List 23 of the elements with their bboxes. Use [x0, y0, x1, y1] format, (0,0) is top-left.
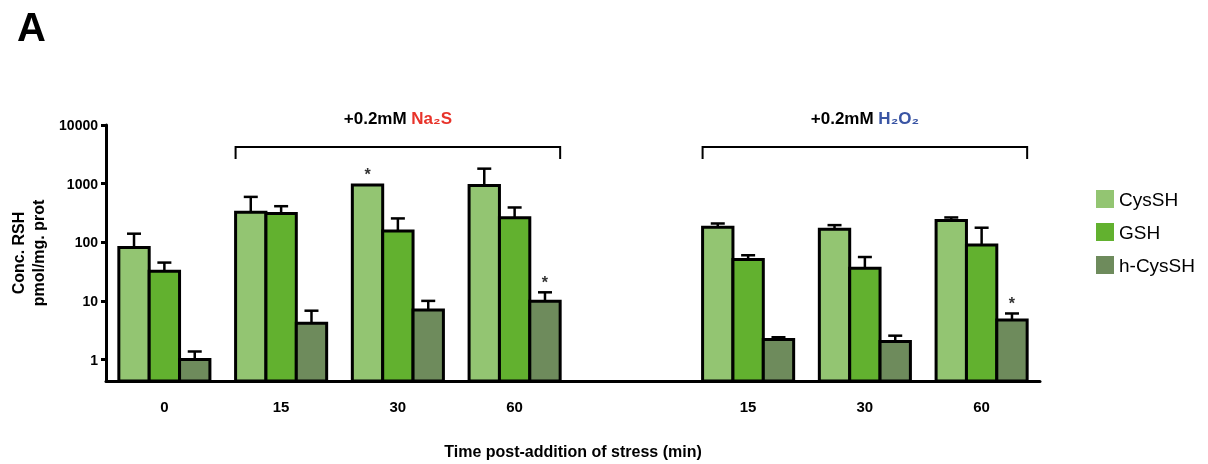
annotation: +0.2mM H₂O₂ — [810, 109, 919, 128]
y-tick-label: 1000 — [66, 175, 99, 192]
data-label: * — [541, 273, 549, 291]
x-tick-label: 15 — [739, 398, 757, 415]
data-label: * — [1008, 294, 1016, 312]
annotation: +0.2mM Na₂S — [343, 109, 452, 128]
x-tick-label: 30 — [389, 398, 407, 415]
y-tick-label: 10 — [82, 292, 99, 309]
data-label: * — [364, 166, 372, 184]
x-tick-label: 0 — [160, 398, 169, 415]
y-axis-title: Conc. RSH pmol/mg. prot — [9, 199, 47, 307]
y-tick-label: 10000 — [59, 117, 99, 133]
x-tick-label: 60 — [506, 398, 523, 415]
x-tick-label: 30 — [856, 398, 874, 415]
x-tick-label: 60 — [973, 398, 990, 415]
legend-label: h-CysSH — [1118, 254, 1196, 276]
legend-label: CysSH — [1118, 188, 1179, 210]
legend-label: GSH — [1118, 221, 1161, 243]
y-tick-label: 100 — [74, 234, 99, 251]
y-tick-label: 1 — [90, 351, 99, 368]
chart-title: A — [17, 5, 46, 49]
x-tick-label: 15 — [272, 398, 290, 415]
x-axis-title: Time post-addition of stress (min) — [444, 442, 702, 460]
